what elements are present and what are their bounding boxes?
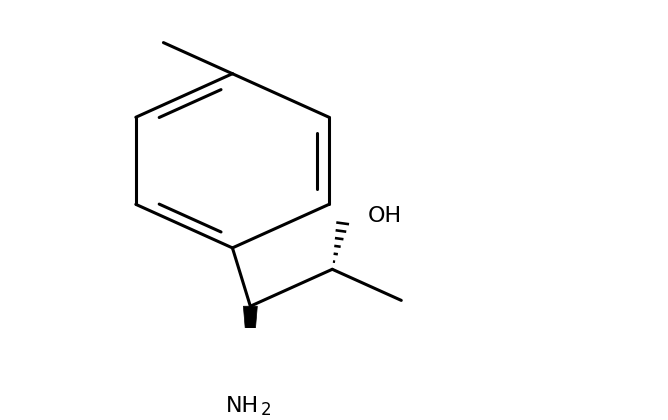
- Text: OH: OH: [367, 205, 401, 226]
- Text: NH: NH: [226, 396, 259, 416]
- Polygon shape: [243, 306, 257, 384]
- Text: 2: 2: [261, 402, 272, 420]
